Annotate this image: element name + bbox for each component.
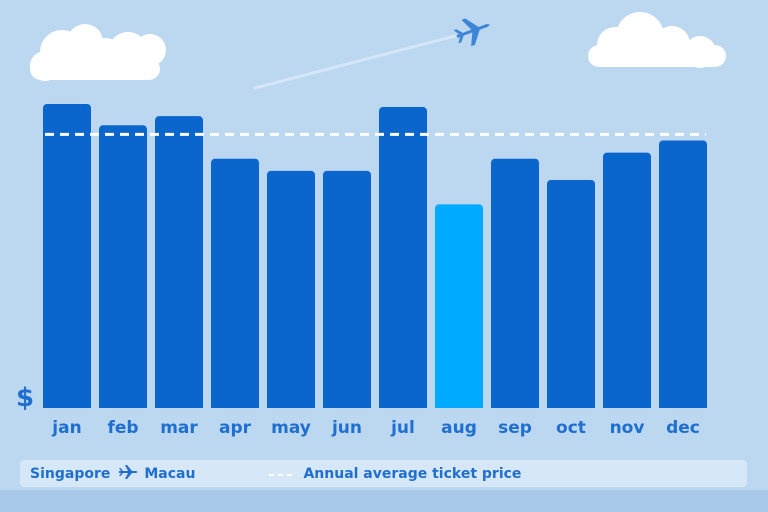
bar-jan <box>43 104 91 412</box>
x-tick-label-apr: apr <box>219 418 252 438</box>
x-tick-label-feb: feb <box>107 418 138 438</box>
x-tick-label-nov: nov <box>610 418 645 438</box>
bar-aug <box>435 204 483 412</box>
x-tick-label-aug: aug <box>441 418 477 438</box>
baseline-mask <box>0 408 768 414</box>
bar-nov <box>603 152 651 412</box>
bar-mar <box>155 116 203 412</box>
bar-oct <box>547 180 595 412</box>
cloud-right-icon <box>588 12 726 68</box>
x-tick-label-oct: oct <box>556 418 586 438</box>
legend-route: Singapore Macau <box>30 464 196 483</box>
x-tick-label-mar: mar <box>160 418 198 438</box>
dashed-line-icon <box>269 466 296 482</box>
bars-group <box>0 104 768 414</box>
x-tick-label-jun: jun <box>331 418 362 438</box>
bar-may <box>267 170 315 412</box>
x-tick-label-sep: sep <box>498 418 532 438</box>
x-tick-label-jan: jan <box>51 418 81 438</box>
contrail <box>253 34 457 90</box>
bar-jun <box>323 170 371 412</box>
x-tick-label-jul: jul <box>390 418 415 438</box>
bar-jul <box>379 107 427 412</box>
cloud-left-icon <box>30 24 166 81</box>
legend: Singapore Macau Annual average ticke <box>20 460 747 487</box>
y-axis-currency-label: $ <box>16 383 34 413</box>
bar-dec <box>659 140 707 413</box>
legend-from: Singapore <box>30 465 111 482</box>
bar-sep <box>491 158 539 412</box>
x-tick-label-dec: dec <box>666 418 700 438</box>
airplane-icon <box>453 18 490 47</box>
x-tick-label-may: may <box>271 418 311 438</box>
legend-average-label: Annual average ticket price <box>303 465 522 482</box>
x-tick-labels: jan feb mar apr may jun jul aug sep oct nov dec <box>51 418 700 438</box>
bar-feb <box>99 125 147 412</box>
legend-average: Annual average ticket price <box>269 466 521 482</box>
legend-to: Macau <box>144 465 196 482</box>
bottom-band <box>0 490 768 512</box>
plane-icon <box>118 464 138 483</box>
bar-apr <box>211 158 259 412</box>
